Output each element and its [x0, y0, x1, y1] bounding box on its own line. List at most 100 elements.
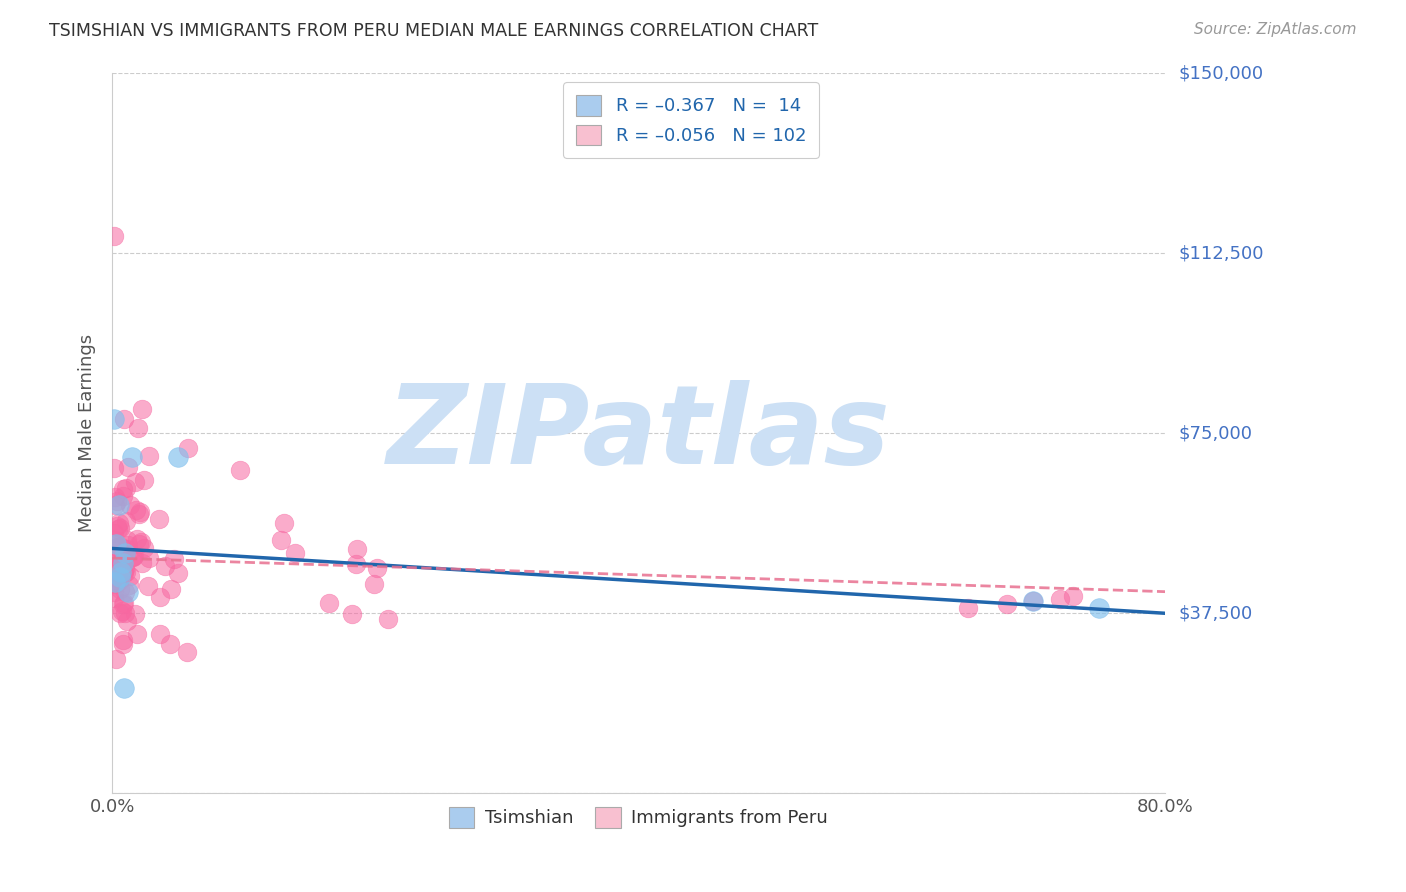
Immigrants from Peru [107, 540, 129, 554]
Immigrants from Peru [108, 551, 131, 566]
Immigrants from Peru [956, 601, 979, 615]
Immigrants from Peru [121, 550, 143, 565]
Immigrants from Peru [103, 591, 125, 605]
Immigrants from Peru [167, 566, 190, 580]
Immigrants from Peru [163, 551, 186, 566]
Tsimshian [108, 570, 131, 584]
Tsimshian [1088, 601, 1111, 615]
Immigrants from Peru [346, 541, 368, 556]
Immigrants from Peru [117, 459, 139, 474]
Immigrants from Peru [114, 566, 136, 580]
Immigrants from Peru [114, 548, 136, 562]
Tsimshian [108, 498, 131, 512]
Immigrants from Peru [159, 637, 181, 651]
Immigrants from Peru [114, 606, 136, 620]
Immigrants from Peru [122, 549, 145, 564]
Immigrants from Peru [110, 558, 132, 573]
Immigrants from Peru [340, 607, 363, 621]
Immigrants from Peru [112, 566, 135, 580]
Immigrants from Peru [105, 652, 128, 666]
Immigrants from Peru [363, 577, 385, 591]
Immigrants from Peru [108, 521, 131, 535]
Immigrants from Peru [1062, 590, 1084, 604]
Text: $150,000: $150,000 [1180, 64, 1264, 82]
Text: $112,500: $112,500 [1180, 244, 1264, 262]
Immigrants from Peru [160, 582, 183, 596]
Immigrants from Peru [111, 604, 134, 618]
Immigrants from Peru [112, 637, 135, 651]
Immigrants from Peru [118, 569, 141, 583]
Immigrants from Peru [176, 441, 198, 455]
Tsimshian [104, 575, 127, 590]
Immigrants from Peru [128, 537, 150, 551]
Tsimshian [114, 546, 136, 560]
Immigrants from Peru [176, 645, 198, 659]
Immigrants from Peru [120, 498, 142, 512]
Immigrants from Peru [366, 560, 388, 574]
Immigrants from Peru [125, 503, 148, 517]
Text: $75,000: $75,000 [1180, 425, 1253, 442]
Immigrants from Peru [125, 627, 148, 641]
Immigrants from Peru [112, 632, 135, 647]
Immigrants from Peru [105, 493, 128, 508]
Immigrants from Peru [111, 483, 134, 497]
Immigrants from Peru [103, 460, 125, 475]
Immigrants from Peru [107, 563, 129, 577]
Immigrants from Peru [229, 463, 252, 477]
Tsimshian [1022, 594, 1045, 608]
Immigrants from Peru [149, 590, 172, 604]
Tsimshian [110, 566, 132, 580]
Immigrants from Peru [115, 481, 138, 495]
Tsimshian [111, 556, 134, 570]
Legend: Tsimshian, Immigrants from Peru: Tsimshian, Immigrants from Peru [441, 799, 835, 835]
Immigrants from Peru [108, 572, 131, 586]
Immigrants from Peru [112, 549, 135, 564]
Immigrants from Peru [124, 475, 146, 489]
Immigrants from Peru [118, 577, 141, 591]
Immigrants from Peru [114, 562, 136, 576]
Text: Source: ZipAtlas.com: Source: ZipAtlas.com [1194, 22, 1357, 37]
Immigrants from Peru [127, 421, 149, 435]
Immigrants from Peru [148, 512, 170, 526]
Immigrants from Peru [112, 596, 135, 610]
Immigrants from Peru [124, 607, 146, 621]
Immigrants from Peru [104, 541, 127, 555]
Immigrants from Peru [104, 576, 127, 591]
Immigrants from Peru [110, 554, 132, 568]
Immigrants from Peru [111, 597, 134, 611]
Immigrants from Peru [103, 533, 125, 547]
Immigrants from Peru [129, 535, 152, 549]
Text: TSIMSHIAN VS IMMIGRANTS FROM PERU MEDIAN MALE EARNINGS CORRELATION CHART: TSIMSHIAN VS IMMIGRANTS FROM PERU MEDIAN… [49, 22, 818, 40]
Tsimshian [103, 412, 125, 426]
Immigrants from Peru [115, 514, 138, 528]
Immigrants from Peru [110, 541, 132, 555]
Immigrants from Peru [105, 518, 128, 533]
Immigrants from Peru [270, 533, 292, 548]
Immigrants from Peru [132, 541, 155, 556]
Immigrants from Peru [138, 449, 160, 463]
Immigrants from Peru [1022, 594, 1045, 608]
Immigrants from Peru [127, 532, 149, 546]
Immigrants from Peru [115, 541, 138, 556]
Immigrants from Peru [318, 596, 340, 610]
Tsimshian [117, 584, 139, 599]
Immigrants from Peru [108, 516, 131, 530]
Immigrants from Peru [131, 556, 153, 570]
Immigrants from Peru [122, 549, 145, 563]
Immigrants from Peru [128, 507, 150, 521]
Immigrants from Peru [103, 565, 125, 579]
Immigrants from Peru [273, 516, 295, 531]
Immigrants from Peru [115, 533, 138, 547]
Immigrants from Peru [153, 558, 176, 573]
Immigrants from Peru [104, 490, 127, 504]
Tsimshian [167, 450, 190, 465]
Immigrants from Peru [344, 558, 367, 572]
Immigrants from Peru [114, 547, 136, 561]
Immigrants from Peru [995, 597, 1018, 611]
Tsimshian [112, 681, 135, 695]
Immigrants from Peru [112, 563, 135, 577]
Tsimshian [105, 536, 128, 550]
Immigrants from Peru [115, 614, 138, 628]
Tsimshian [121, 450, 143, 465]
Immigrants from Peru [112, 412, 135, 426]
